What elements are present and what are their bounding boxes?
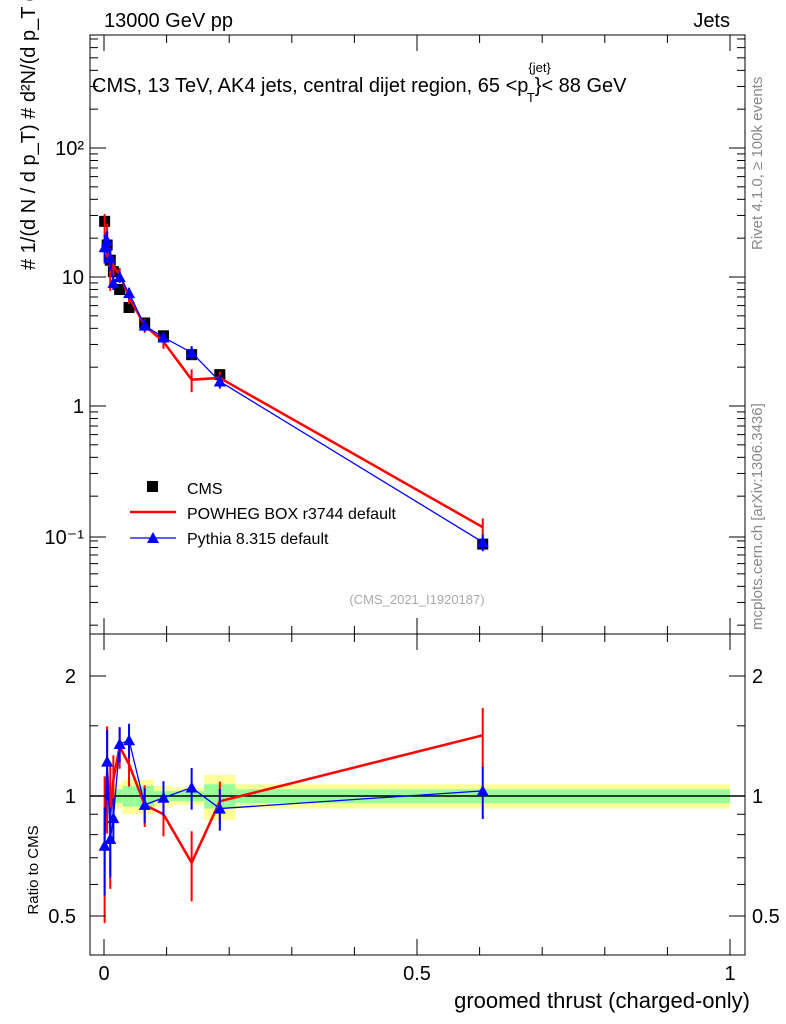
pythia-point bbox=[104, 252, 117, 264]
x-tick-label: 1 bbox=[724, 963, 735, 985]
y-tick-label: 10² bbox=[55, 138, 84, 160]
rivet-label: Rivet 4.1.0, ≥ 100k events bbox=[749, 77, 766, 250]
pythia-line bbox=[104, 238, 484, 543]
pythia-point bbox=[185, 346, 198, 358]
legend-cms-marker bbox=[147, 481, 158, 492]
title-sub: T bbox=[527, 90, 535, 105]
pythia-ratio-point bbox=[476, 784, 489, 796]
legend-powheg: POWHEG BOX r3744 default bbox=[187, 506, 397, 523]
ratio-tick-label-right: 2 bbox=[752, 666, 763, 688]
y-tick-label: 10 bbox=[62, 267, 84, 289]
x-tick-label: 0.5 bbox=[403, 963, 431, 985]
powheg-line bbox=[103, 232, 484, 529]
pythia-point bbox=[213, 375, 226, 387]
pythia-ratio-point bbox=[185, 781, 198, 793]
chart-marks bbox=[98, 213, 489, 924]
mcplots-label: mcplots.cern.ch [arXiv:1306.3436] bbox=[749, 403, 766, 630]
legend-pythia-marker bbox=[147, 532, 159, 543]
cms-data-point bbox=[114, 284, 126, 296]
y-tick-label: 1 bbox=[73, 396, 84, 418]
x-tick-label: 0 bbox=[98, 963, 109, 985]
legend-cms: CMS bbox=[187, 481, 223, 498]
header-left: 13000 GeV pp bbox=[104, 10, 233, 32]
pythia-point bbox=[123, 287, 136, 299]
pythia-ratio-point bbox=[213, 802, 226, 814]
pythia-ratio-point bbox=[157, 791, 170, 803]
pythia-ratio-point bbox=[98, 839, 111, 851]
pythia-ratio-point bbox=[138, 798, 151, 810]
pythia-ratio-point bbox=[107, 812, 120, 824]
pythia-ratio-point bbox=[101, 755, 114, 767]
ratio-tick-label: 0.5 bbox=[48, 906, 76, 928]
ratio-tick-label: 1 bbox=[65, 786, 76, 808]
axis-ticks: 10⁻¹ 1 10 10² 0.5 0.5 1 1 2 2 0 0.5 1 bbox=[45, 35, 780, 985]
pythia-point bbox=[107, 276, 120, 288]
ratio-tick-label-right: 1 bbox=[752, 786, 763, 808]
header-right: Jets bbox=[693, 10, 730, 32]
y-tick-label: 10⁻¹ bbox=[45, 527, 85, 549]
analysis-tag: (CMS_2021_I1920187) bbox=[349, 592, 484, 607]
pythia-ratio-point bbox=[113, 738, 126, 750]
pythia-point bbox=[113, 271, 126, 282]
ratio-tick-label: 2 bbox=[65, 666, 76, 688]
ratio-axis-label: Ratio to CMS bbox=[25, 825, 42, 914]
title-main: CMS, 13 TeV, AK4 jets, central dijet reg… bbox=[92, 75, 528, 97]
title-end: }< 88 GeV bbox=[535, 75, 627, 97]
legend-pythia: Pythia 8.315 default bbox=[187, 531, 329, 548]
ratio-tick-label-right: 0.5 bbox=[752, 906, 780, 928]
x-axis-label: groomed thrust (charged-only) bbox=[454, 988, 750, 1013]
cms-data-point bbox=[123, 302, 135, 314]
pythia-point bbox=[157, 331, 170, 343]
pythia-ratio-point bbox=[123, 734, 136, 746]
y-axis-label: # 1/(d N / d p_T) # d²N/(d p_T dλ) bbox=[18, 0, 40, 270]
title-sup: {jet} bbox=[528, 60, 551, 75]
pythia-ratio-point bbox=[104, 833, 117, 845]
pythia-point bbox=[101, 235, 114, 247]
plot-title: CMS, 13 TeV, AK4 jets, central dijet reg… bbox=[92, 60, 627, 105]
pythia-point bbox=[476, 536, 489, 548]
pythia-point bbox=[138, 319, 151, 331]
legend: CMS POWHEG BOX r3744 default Pythia 8.31… bbox=[130, 481, 397, 548]
ratio-uncertainty-bands bbox=[90, 774, 745, 821]
